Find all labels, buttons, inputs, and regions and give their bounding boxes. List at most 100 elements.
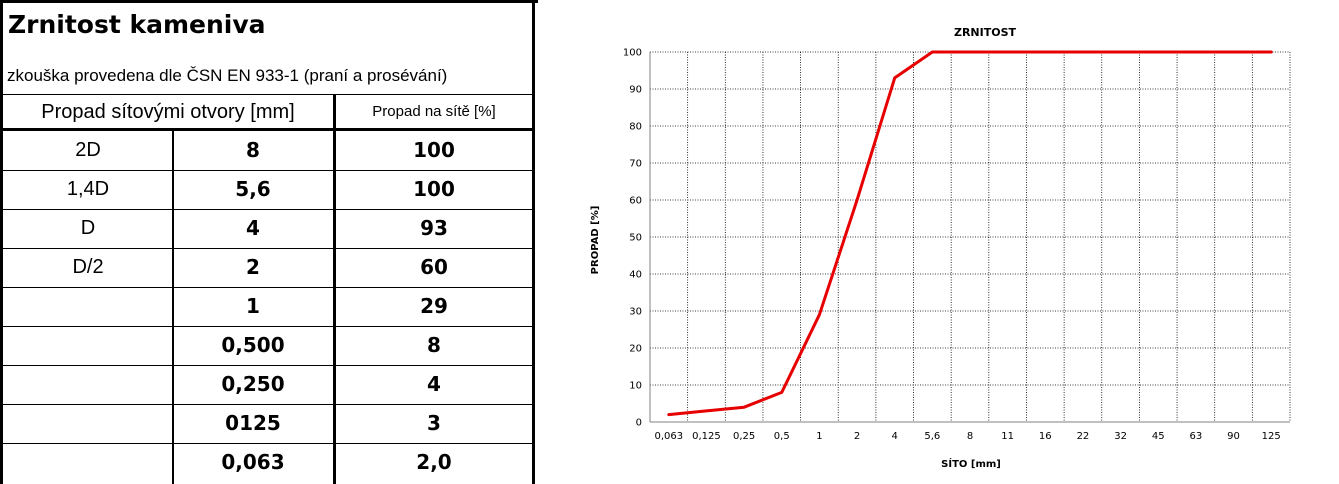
- column-divider-2: [333, 131, 336, 484]
- chart-grid: [649, 51, 1291, 423]
- row-divider: [3, 443, 532, 444]
- row-label: 2D: [75, 139, 101, 161]
- data-point: [1044, 51, 1047, 53]
- data-point: [1006, 51, 1009, 53]
- row-divider: [3, 365, 532, 366]
- table-title: Zrnitost kameniva: [8, 10, 266, 39]
- x-tick-label: 22: [1077, 431, 1090, 442]
- data-point: [1232, 51, 1235, 53]
- row-pass: 100: [413, 138, 455, 162]
- x-tick-label: 0,125: [692, 431, 721, 442]
- data-point: [856, 199, 858, 201]
- row-sieve: 4: [246, 216, 260, 240]
- table-border-top: [0, 0, 538, 3]
- row-sieve: 8: [246, 138, 260, 162]
- row-sieve: 5,6: [235, 177, 271, 201]
- row-divider: [3, 248, 532, 249]
- row-divider: [3, 287, 532, 288]
- x-tick-label: 45: [1152, 431, 1165, 442]
- x-tick-label: 5,6: [924, 431, 940, 442]
- row-pass: 100: [413, 177, 455, 201]
- data-point: [1157, 51, 1160, 53]
- y-tick-label: 90: [629, 85, 642, 96]
- row-divider: [3, 209, 532, 210]
- data-point: [668, 413, 670, 416]
- row-label: [3, 404, 173, 443]
- y-tick-label: 0: [636, 418, 642, 429]
- x-tick-label: 0,25: [733, 431, 755, 442]
- data-point: [931, 51, 934, 53]
- table-border-left: [0, 0, 3, 484]
- header-pass: Propad na sítě [%]: [372, 103, 496, 120]
- y-tick-label: 60: [629, 196, 642, 207]
- row-pass: 93: [420, 216, 448, 240]
- x-axis-ticks: 0,063 0,125 0,25 0,5 1 2 4 5,6 8 11 16 22 32 45 63 90 12…: [655, 431, 1281, 442]
- row-label: D: [80, 217, 96, 239]
- x-tick-label: 16: [1039, 431, 1052, 442]
- x-tick-label: 11: [1001, 431, 1014, 442]
- x-tick-label: 63: [1190, 431, 1203, 442]
- x-tick-label: 125: [1262, 431, 1281, 442]
- data-point: [743, 406, 745, 409]
- y-tick-label: 10: [629, 381, 642, 392]
- row-pass: 2,0: [416, 450, 452, 474]
- table-border-right: [532, 0, 535, 484]
- data-point: [893, 77, 896, 79]
- row-divider: [3, 326, 532, 327]
- x-tick-label: 4: [892, 431, 898, 442]
- data-point: [1195, 51, 1197, 53]
- grading-chart: ZRNITOST 0 10 20 30 40 50 60 70 80 90 100 0,063 0,1…: [590, 26, 1291, 470]
- x-tick-label: 2: [854, 431, 860, 442]
- y-tick-label: 40: [629, 270, 642, 281]
- row-label: 1,4D: [66, 178, 110, 200]
- row-sieve: 0125: [225, 411, 281, 435]
- data-point: [1270, 51, 1272, 53]
- row-sieve: 0,250: [221, 372, 285, 396]
- data-point: [969, 51, 971, 53]
- x-tick-label: 1: [816, 431, 822, 442]
- x-tick-label: 90: [1227, 431, 1240, 442]
- row-label: [3, 443, 173, 482]
- y-axis-label: PROPAD [%]: [590, 206, 601, 275]
- row-label: [3, 287, 173, 326]
- header-column-divider: [333, 94, 336, 128]
- data-point: [705, 410, 708, 412]
- row-divider: [3, 170, 532, 171]
- data-point: [818, 313, 821, 316]
- row-pass: 3: [427, 411, 441, 435]
- header-sieve: Propad sítovými otvory [mm]: [41, 101, 295, 123]
- row-label: [3, 365, 173, 404]
- x-tick-label: 0,063: [655, 431, 684, 442]
- row-pass: 4: [427, 372, 441, 396]
- row-sieve: 0,500: [221, 333, 285, 357]
- y-tick-label: 50: [629, 233, 642, 244]
- y-tick-label: 70: [629, 159, 642, 170]
- y-tick-label: 100: [623, 48, 642, 59]
- data-point: [1119, 51, 1122, 53]
- row-pass: 8: [427, 333, 441, 357]
- y-tick-label: 20: [629, 344, 642, 355]
- row-pass: 60: [420, 255, 448, 279]
- y-tick-label: 80: [629, 122, 642, 133]
- x-axis-label: SÍTO [mm]: [941, 457, 1001, 470]
- chart-series: [667, 50, 1273, 417]
- data-point: [1082, 51, 1084, 53]
- chart-title: ZRNITOST: [954, 26, 1017, 39]
- x-tick-label: 32: [1114, 431, 1127, 442]
- column-divider-1: [172, 131, 174, 484]
- x-tick-label: 8: [967, 431, 973, 442]
- header-divider-bottom: [3, 128, 532, 131]
- series-line: [667, 50, 1273, 417]
- row-label: [3, 326, 173, 365]
- row-pass: 29: [420, 294, 448, 318]
- data-point: [780, 391, 783, 394]
- y-axis-ticks: 0 10 20 30 40 50 60 70 80 90 100: [623, 48, 642, 429]
- table-subtitle: zkouška provedena dle ČSN EN 933-1 (pran…: [7, 66, 448, 85]
- y-tick-label: 30: [629, 307, 642, 318]
- row-divider: [3, 404, 532, 405]
- row-sieve: 1: [246, 294, 260, 318]
- grading-table: Zrnitost kameniva zkouška provedena dle …: [0, 0, 538, 484]
- row-label: D/2: [72, 256, 104, 278]
- header-divider: [3, 94, 532, 95]
- row-sieve: 0,063: [221, 450, 285, 474]
